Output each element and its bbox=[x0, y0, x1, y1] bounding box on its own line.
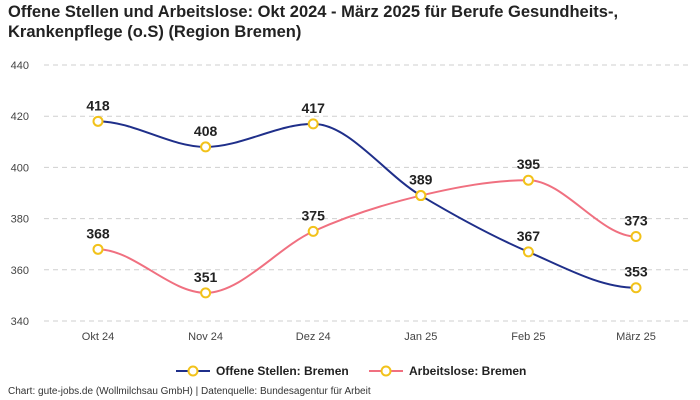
legend[interactable]: Offene Stellen: Bremen Arbeitslose: Breme… bbox=[176, 364, 526, 378]
data-point-offene-stellen[interactable] bbox=[522, 246, 534, 258]
data-label-arbeitslose: 375 bbox=[302, 207, 326, 223]
data-point-offene-stellen[interactable] bbox=[92, 115, 104, 127]
data-label-arbeitslose: 373 bbox=[624, 213, 648, 229]
series-line-offene-stellen bbox=[97, 120, 637, 289]
series-markers bbox=[92, 115, 642, 299]
legend-item-offene-stellen[interactable]: Offene Stellen: Bremen bbox=[176, 364, 349, 378]
data-label-offene-stellen: 367 bbox=[517, 228, 541, 244]
y-tick-label: 400 bbox=[11, 162, 29, 174]
data-point-offene-stellen[interactable] bbox=[307, 118, 319, 130]
data-point-arbeitslose[interactable] bbox=[630, 231, 642, 243]
data-point-arbeitslose[interactable] bbox=[522, 174, 534, 186]
data-point-arbeitslose[interactable] bbox=[92, 243, 104, 255]
y-axis: 340 360 380 400 420 440 bbox=[11, 60, 29, 328]
data-point-arbeitslose[interactable] bbox=[415, 190, 427, 202]
y-tick-label: 420 bbox=[11, 111, 29, 123]
y-tick-label: 340 bbox=[11, 316, 29, 328]
x-tick-label: Jan 25 bbox=[404, 331, 437, 343]
x-tick-label: Dez 24 bbox=[296, 331, 331, 343]
chart-footer: Chart: gute-jobs.de (Wollmilchsau GmbH) … bbox=[8, 386, 371, 397]
data-point-offene-stellen[interactable] bbox=[630, 282, 642, 294]
data-label-offene-stellen: 408 bbox=[194, 123, 218, 139]
chart-title: Offene Stellen und Arbeitslose: Okt 2024… bbox=[8, 2, 692, 42]
data-point-arbeitslose[interactable] bbox=[307, 225, 319, 237]
series-lines bbox=[97, 120, 637, 294]
x-tick-label: Feb 25 bbox=[511, 331, 545, 343]
x-axis: Okt 24 Nov 24 Dez 24 Jan 25 Feb 25 März 25 bbox=[82, 331, 656, 343]
data-label-arbeitslose: 395 bbox=[517, 156, 541, 172]
y-tick-label: 380 bbox=[11, 214, 29, 226]
x-tick-label: Nov 24 bbox=[188, 331, 223, 343]
data-label-offene-stellen: 418 bbox=[86, 97, 110, 113]
x-tick-label: Okt 24 bbox=[82, 331, 114, 343]
chart-title-line-2: Krankenpflege (o.S) (Region Bremen) bbox=[8, 23, 302, 41]
legend-marker-offene-stellen bbox=[187, 365, 199, 377]
x-tick-label: März 25 bbox=[616, 331, 656, 343]
data-label-offene-stellen: 417 bbox=[302, 100, 326, 116]
data-point-arbeitslose[interactable] bbox=[200, 287, 212, 299]
data-label-arbeitslose: 368 bbox=[86, 225, 110, 241]
legend-label-offene-stellen: Offene Stellen: Bremen bbox=[216, 364, 349, 378]
y-tick-label: 440 bbox=[11, 60, 29, 72]
grid bbox=[44, 64, 692, 322]
chart-title-line-1: Offene Stellen und Arbeitslose: Okt 2024… bbox=[8, 3, 619, 21]
data-labels: 418 408 417 389 367 353 368 351 375 395 373 bbox=[86, 97, 648, 285]
data-label-arbeitslose: 351 bbox=[194, 269, 218, 285]
data-point-offene-stellen[interactable] bbox=[200, 141, 212, 153]
data-label-offene-stellen: 389 bbox=[409, 172, 433, 188]
data-label-offene-stellen: 353 bbox=[624, 264, 648, 280]
legend-label-arbeitslose: Arbeitslose: Bremen bbox=[409, 364, 526, 378]
series-line-arbeitslose bbox=[97, 179, 637, 294]
y-tick-label: 360 bbox=[11, 265, 29, 277]
legend-marker-arbeitslose bbox=[380, 365, 392, 377]
legend-item-arbeitslose[interactable]: Arbeitslose: Bremen bbox=[369, 364, 526, 378]
